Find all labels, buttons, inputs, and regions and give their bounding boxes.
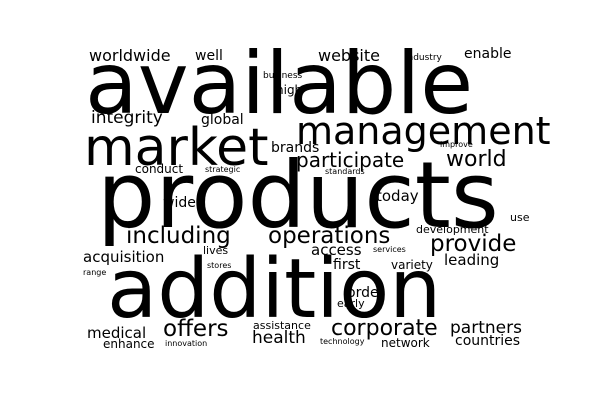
word-first: first	[333, 257, 361, 273]
word-management: management	[296, 109, 551, 153]
word-today: today	[376, 187, 419, 205]
word-business: business	[263, 71, 303, 81]
word-range: range	[83, 268, 107, 277]
word-leading: leading	[444, 251, 500, 269]
word-network: network	[381, 336, 430, 350]
word-services: services	[373, 245, 406, 254]
word-improve: improve	[440, 140, 473, 149]
word-available: available	[85, 34, 474, 134]
word-offers: offers	[163, 316, 229, 342]
word-industry: industry	[405, 53, 442, 63]
word-conduct: conduct	[135, 162, 184, 176]
word-countries: countries	[455, 333, 521, 349]
word-world: world	[446, 147, 507, 172]
word-including: including	[126, 223, 231, 249]
word-participate: participate	[296, 148, 405, 172]
word-provide: provide	[430, 231, 517, 257]
word-stores: stores	[207, 261, 232, 270]
word-strategic: strategic	[205, 165, 241, 174]
word-use: use	[510, 211, 530, 224]
word-innovation: innovation	[165, 339, 208, 348]
word-addition: addition	[107, 242, 442, 337]
word-high: high	[276, 83, 303, 97]
word-wide: wide	[163, 195, 196, 211]
word-market: market	[84, 118, 269, 178]
word-acquisition: acquisition	[83, 248, 165, 266]
word-enhance: enhance	[103, 337, 155, 351]
word-website: website	[318, 46, 380, 65]
word-well: well	[195, 48, 223, 64]
word-brands: brands	[271, 140, 320, 156]
word-variety: variety	[391, 258, 433, 272]
word-worldwide: worldwide	[89, 46, 171, 65]
word-lives: lives	[203, 244, 229, 257]
word-products: products	[97, 142, 499, 249]
word-order: order	[347, 285, 385, 301]
word-corporate: corporate	[331, 316, 438, 341]
word-integrity: integrity	[91, 108, 163, 128]
word-technology: technology	[320, 337, 365, 346]
word-operations: operations	[268, 223, 391, 249]
word-access: access	[311, 241, 362, 259]
word-assistance: assistance	[253, 319, 311, 332]
word-enable: enable	[464, 46, 512, 62]
word-early: early	[337, 297, 365, 310]
word-health: health	[252, 328, 306, 348]
word-partners: partners	[450, 318, 522, 338]
word-standards: standards	[325, 167, 365, 176]
word-development: development	[416, 223, 489, 236]
word-medical: medical	[87, 324, 147, 342]
word-global: global	[201, 112, 244, 128]
